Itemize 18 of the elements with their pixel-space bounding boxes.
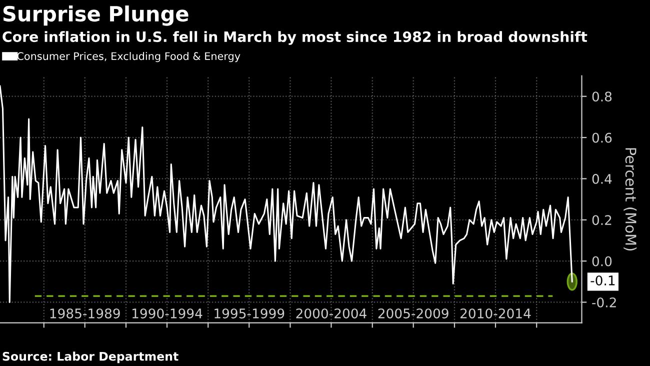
x-tick-label: 1990-1994: [132, 308, 202, 318]
y-tick-label: -0.2: [592, 297, 616, 308]
x-tick-label: 1995-1999: [214, 308, 284, 318]
y-tick-label: 0.2: [592, 215, 612, 226]
x-tick-label: 1985-1989: [50, 308, 120, 318]
source-note: Source: Labor Department: [2, 352, 178, 364]
x-tick-label: 2000-2004: [296, 308, 366, 318]
y-tick-label: 0.4: [592, 174, 612, 184]
legend-label: Consumer Prices, Excluding Food & Energy: [17, 52, 240, 62]
y-axis-title: Percent (MoM): [624, 148, 637, 251]
y-tick-label: 0.0: [592, 256, 612, 266]
y-tick-label: 0.8: [592, 92, 612, 102]
x-tick-label: 2010-2014: [460, 308, 531, 318]
y-tick-label: 0.6: [592, 132, 612, 143]
annotation: -0.1: [590, 275, 615, 286]
chart-title: Surprise Plunge: [3, 5, 188, 26]
x-tick-label: 2005-2009: [378, 308, 448, 318]
chart-subtitle: Core inflation in U.S. fell in March by most since 1982 in broad downshift: [2, 31, 588, 45]
